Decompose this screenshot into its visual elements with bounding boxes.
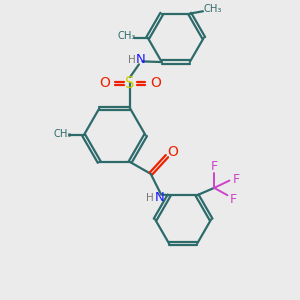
Text: CH₃: CH₃: [203, 4, 222, 14]
Text: F: F: [211, 160, 218, 173]
Text: S: S: [125, 76, 135, 91]
Text: N: N: [136, 53, 146, 66]
Text: F: F: [230, 193, 237, 206]
Text: CH₃: CH₃: [54, 129, 72, 140]
Text: O: O: [150, 76, 161, 91]
Text: O: O: [167, 145, 178, 159]
Text: N: N: [155, 191, 164, 205]
Text: O: O: [99, 76, 110, 91]
Text: CH₃: CH₃: [118, 32, 136, 41]
Text: H: H: [128, 55, 136, 65]
Text: F: F: [232, 172, 239, 185]
Text: H: H: [146, 193, 154, 203]
